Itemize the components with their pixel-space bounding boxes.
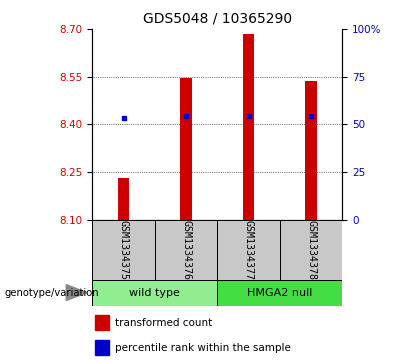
Text: wild type: wild type [129,287,180,298]
Bar [92,220,155,280]
Text: transformed count: transformed count [115,318,212,328]
Bar [118,178,129,220]
Bar [95,315,109,330]
Text: percentile rank within the sample: percentile rank within the sample [115,343,291,353]
Text: genotype/variation: genotype/variation [4,287,99,298]
Bar [95,340,109,355]
Bar [155,220,218,280]
Bar [243,34,254,220]
Bar [218,280,342,306]
Polygon shape [66,285,87,301]
Text: GSM1334378: GSM1334378 [306,220,316,280]
Bar [280,220,342,280]
Text: GSM1334375: GSM1334375 [118,220,129,280]
Bar [181,78,192,220]
Text: HMGA2 null: HMGA2 null [247,287,312,298]
Text: GSM1334376: GSM1334376 [181,220,191,280]
Bar [305,81,317,220]
Text: GSM1334377: GSM1334377 [244,220,254,280]
Bar [92,280,218,306]
Title: GDS5048 / 10365290: GDS5048 / 10365290 [143,11,292,25]
Bar [218,220,280,280]
